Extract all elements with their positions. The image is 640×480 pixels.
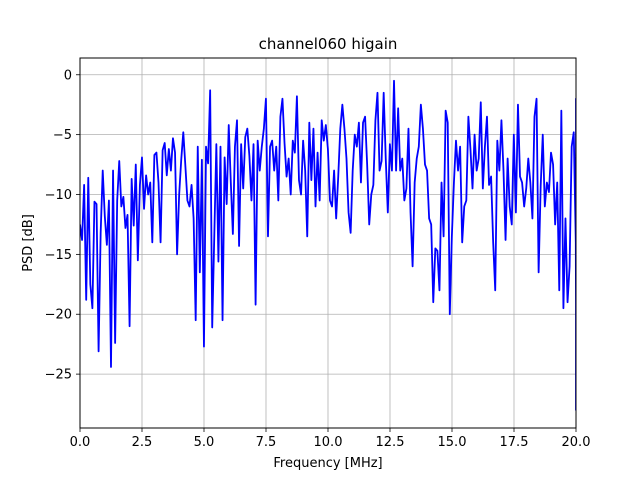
ticks: 0.0 2.5 5.0 7.5 10.0 12.5 15.0 17.5 20.0 0 −5 −10 −1…	[45, 68, 591, 450]
x-tick-label: 10.0	[314, 435, 343, 450]
x-tick-label: 12.5	[376, 435, 405, 450]
y-tick-label: −20	[45, 308, 72, 323]
x-tick-label: 15.0	[438, 435, 467, 450]
y-tick-label: −25	[45, 368, 72, 383]
psd-series-line	[80, 79, 576, 411]
y-tick-label: 0	[64, 68, 72, 83]
x-axis-label: Frequency [MHz]	[273, 456, 382, 471]
y-tick-label: −10	[45, 188, 72, 203]
y-tick-label: −5	[53, 128, 72, 143]
chart-title: channel060 higain	[259, 35, 398, 53]
x-tick-label: 17.5	[500, 435, 529, 450]
x-tick-label: 0.0	[70, 435, 91, 450]
y-tick-label: −15	[45, 248, 72, 263]
x-tick-label: 7.5	[256, 435, 277, 450]
series-layer	[80, 79, 576, 411]
x-tick-label: 2.5	[132, 435, 153, 450]
x-tick-label: 20.0	[562, 435, 591, 450]
y-axis-label: PSD [dB]	[21, 214, 36, 272]
x-tick-label: 5.0	[194, 435, 215, 450]
